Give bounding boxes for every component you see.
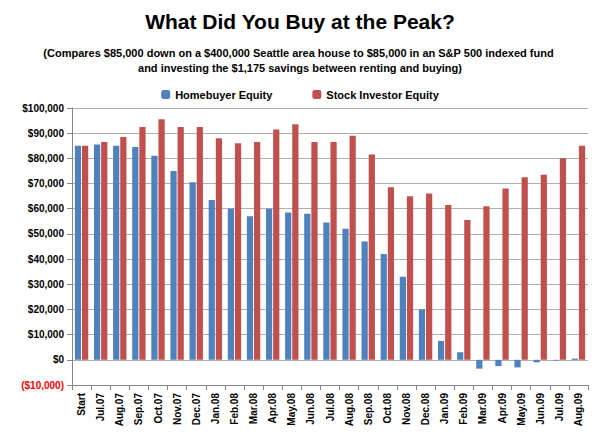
svg-text:Jul.07: Jul.07 — [95, 393, 106, 422]
svg-text:($10,000): ($10,000) — [21, 380, 64, 391]
svg-text:Jan.09: Jan.09 — [439, 393, 450, 425]
svg-text:Jun.08: Jun.08 — [305, 393, 316, 425]
svg-text:Homebuyer Equity: Homebuyer Equity — [175, 89, 273, 101]
svg-text:$10,000: $10,000 — [28, 329, 65, 340]
svg-text:$80,000: $80,000 — [28, 153, 65, 164]
svg-text:Feb.08: Feb.08 — [229, 393, 240, 425]
svg-text:Apr.09: Apr.09 — [497, 393, 508, 424]
svg-text:$30,000: $30,000 — [28, 279, 65, 290]
svg-text:$70,000: $70,000 — [28, 178, 65, 189]
svg-text:Jun.09: Jun.09 — [535, 393, 546, 425]
svg-text:Nov.07: Nov.07 — [172, 393, 183, 425]
svg-text:Jan.08: Jan.08 — [210, 393, 221, 425]
svg-text:Jul.09: Jul.09 — [554, 393, 565, 422]
svg-text:Aug.08: Aug.08 — [344, 393, 355, 427]
svg-text:Dec.07: Dec.07 — [191, 393, 202, 426]
svg-text:$0: $0 — [53, 354, 65, 365]
svg-text:$50,000: $50,000 — [28, 228, 65, 239]
svg-text:Feb.09: Feb.09 — [458, 393, 469, 425]
svg-text:Stock Investor Equity: Stock Investor Equity — [326, 89, 439, 101]
svg-text:Aug.07: Aug.07 — [114, 393, 125, 427]
svg-text:May.08: May.08 — [286, 393, 297, 426]
svg-text:Apr.08: Apr.08 — [267, 393, 278, 424]
svg-text:Oct.08: Oct.08 — [382, 393, 393, 424]
svg-text:$90,000: $90,000 — [28, 128, 65, 139]
svg-text:$20,000: $20,000 — [28, 304, 65, 315]
svg-text:Sep.07: Sep.07 — [133, 393, 144, 426]
svg-text:Jul.08: Jul.08 — [325, 393, 336, 422]
svg-text:Start: Start — [76, 392, 87, 415]
svg-text:Nov.08: Nov.08 — [401, 393, 412, 425]
svg-text:(Compares $85,000 down on a $4: (Compares $85,000 down on a $400,000 Sea… — [43, 47, 556, 59]
svg-text:Mar.08: Mar.08 — [248, 393, 259, 425]
svg-text:$40,000: $40,000 — [28, 254, 65, 265]
svg-text:Aug.09: Aug.09 — [573, 393, 584, 427]
svg-text:Mar.09: Mar.09 — [477, 393, 488, 425]
svg-text:Oct.07: Oct.07 — [153, 393, 164, 424]
svg-text:May.09: May.09 — [516, 393, 527, 426]
svg-text:What Did You Buy at the Peak?: What Did You Buy at the Peak? — [145, 10, 455, 33]
svg-text:and investing the $1,175 savin: and investing the $1,175 savings between… — [138, 62, 462, 74]
svg-text:$100,000: $100,000 — [22, 103, 64, 114]
svg-text:Sep.08: Sep.08 — [363, 393, 374, 426]
svg-text:$60,000: $60,000 — [28, 203, 65, 214]
svg-text:Dec.08: Dec.08 — [420, 393, 431, 426]
